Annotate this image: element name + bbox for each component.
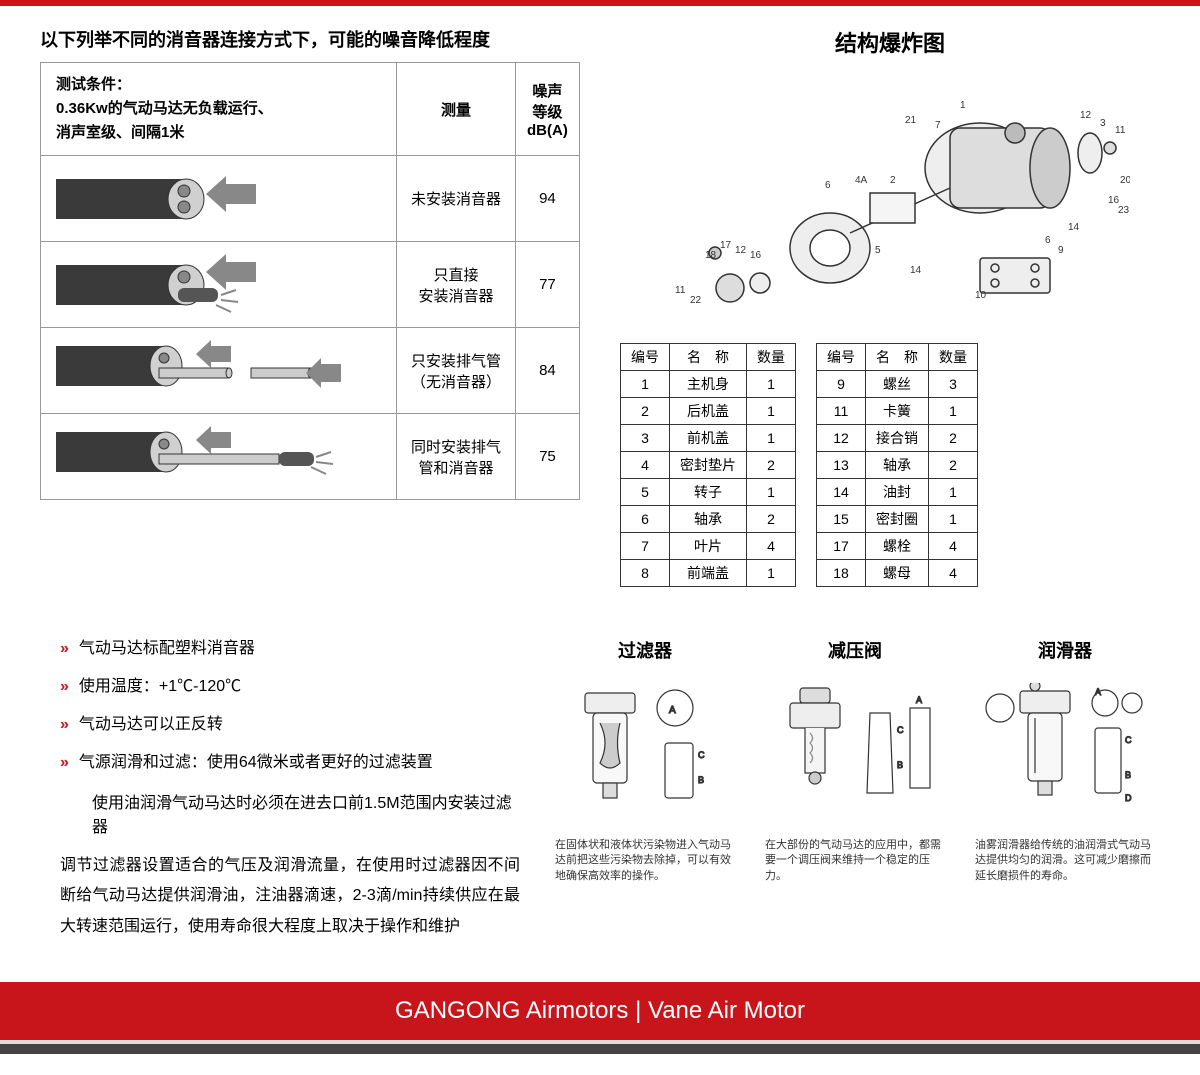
parts-row: 5转子1 [621,479,796,506]
footer-band: GANGONG Airmotors | Vane Air Motor [0,982,1200,1040]
svg-text:B: B [1125,770,1131,780]
svg-text:A: A [1095,687,1101,697]
parts-row: 14油封1 [817,479,978,506]
lubricator-diagram: A C B D [970,678,1160,828]
svg-text:A: A [669,705,676,716]
row1-label: 只直接 安装消音器 [397,242,516,328]
svg-text:2: 2 [890,175,896,186]
col-db: 噪声 等级 dB(A) [515,63,579,156]
noise-table: 测试条件： 0.36Kw的气动马达无负载运行、 消声室级、间隔1米 测量 噪声 … [40,62,580,500]
frl-regulator: 减压阀 C B A 在大部 [760,637,950,942]
svg-text:22: 22 [690,295,702,306]
bullet-icon: » [60,716,69,733]
svg-text:D: D [1125,793,1132,803]
silencer-img-1 [41,156,397,242]
silencer-img-3 [41,328,397,414]
svg-text:7: 7 [935,120,941,131]
parts-row: 9螺丝3 [817,371,978,398]
svg-text:A: A [916,695,922,705]
svg-text:17: 17 [720,240,732,251]
svg-text:B: B [698,775,704,785]
exploded-title: 结构爆炸图 [620,26,1160,58]
svg-text:6: 6 [1045,235,1051,246]
parts-row: 11卡簧1 [817,398,978,425]
svg-text:16: 16 [750,250,762,261]
row3-db: 75 [515,414,579,500]
svg-text:10: 10 [975,290,987,301]
svg-text:21: 21 [905,115,917,126]
frl-filter: 过滤器 A C B 在固体状和液体状污染物进入气动马 [550,637,740,942]
svg-text:6: 6 [825,180,831,191]
parts-row: 15密封圈1 [817,506,978,533]
svg-text:12: 12 [1080,110,1092,121]
parts-row: 1主机身1 [621,371,796,398]
footer-dark [0,1044,1200,1054]
exploded-section: 结构爆炸图 [620,26,1160,587]
parts-row: 17螺栓4 [817,533,978,560]
svg-text:11: 11 [675,285,686,296]
exploded-diagram: 1214A 6712 31120 162314 91014 56 112218 … [620,73,1160,333]
svg-text:14: 14 [910,265,922,276]
parts-row: 3前机盖1 [621,425,796,452]
sub-note: 使用油润滑气动马达时必须在进去口前1.5M范围内安装过滤器 [92,789,520,837]
bullet-icon: » [60,640,69,657]
parts-row: 12接合销2 [817,425,978,452]
regulator-diagram: C B A [760,678,950,828]
bullet-icon: » [60,754,69,771]
silencer-img-2 [41,242,397,328]
note-item: »使用温度：+1℃-120℃ [60,675,520,699]
conditions-header: 测试条件： 0.36Kw的气动马达无负载运行、 消声室级、间隔1米 [41,63,397,156]
svg-text:11: 11 [1115,125,1126,136]
col-measure: 测量 [397,63,516,156]
parts-table-right: 编号名 称数量 9螺丝311卡簧112接合销213轴承214油封115密封圈11… [816,343,978,587]
parts-row: 8前端盖1 [621,560,796,587]
svg-text:18: 18 [705,250,717,261]
svg-text:C: C [698,750,705,760]
svg-text:14: 14 [1068,222,1080,233]
note-item: »气源润滑和过滤：使用64微米或者更好的过滤装置 [60,751,520,775]
svg-text:4A: 4A [855,175,868,186]
svg-text:C: C [1125,735,1132,745]
noise-section: 以下列举不同的消音器连接方式下，可能的噪音降低程度 测试条件： 0.36Kw的气… [40,26,580,587]
bullet-icon: » [60,678,69,695]
svg-text:23: 23 [1118,205,1130,216]
notes-column: »气动马达标配塑料消音器 »使用温度：+1℃-120℃ »气动马达可以正反转 »气源润… [60,637,520,942]
svg-text:C: C [897,725,904,735]
note-item: »气动马达标配塑料消音器 [60,637,520,661]
main-upper-content: 以下列举不同的消音器连接方式下，可能的噪音降低程度 测试条件： 0.36Kw的气… [0,6,1200,617]
row0-label: 未安装消音器 [397,156,516,242]
parts-table-left: 编号名 称数量 1主机身12后机盖13前机盖14密封垫片25转子16轴承27叶片… [620,343,796,587]
parts-tables-wrap: 编号名 称数量 1主机身12后机盖13前机盖14密封垫片25转子16轴承27叶片… [620,343,1160,587]
svg-text:12: 12 [735,245,747,256]
svg-text:1: 1 [960,100,966,111]
row2-label: 只安装排气管 （无消音器） [397,328,516,414]
svg-text:B: B [897,760,903,770]
parts-row: 4密封垫片2 [621,452,796,479]
silencer-img-4 [41,414,397,500]
parts-row: 18螺母4 [817,560,978,587]
svg-text:3: 3 [1100,118,1106,129]
parts-row: 7叶片4 [621,533,796,560]
body-paragraph: 调节过滤器设置适合的气压及润滑流量，在使用时过滤器因不间断给气动马达提供润滑油，… [60,851,520,942]
frl-column: 过滤器 A C B 在固体状和液体状污染物进入气动马 [550,637,1160,942]
note-item: »气动马达可以正反转 [60,713,520,737]
lower-section: »气动马达标配塑料消音器 »使用温度：+1℃-120℃ »气动马达可以正反转 »气源润… [0,617,1200,982]
parts-row: 6轴承2 [621,506,796,533]
frl-lubricator: 润滑器 A C B [970,637,1160,942]
row1-db: 77 [515,242,579,328]
parts-row: 13轴承2 [817,452,978,479]
svg-text:9: 9 [1058,245,1064,256]
svg-text:20: 20 [1120,175,1130,186]
noise-title: 以下列举不同的消音器连接方式下，可能的噪音降低程度 [40,26,580,52]
parts-row: 2后机盖1 [621,398,796,425]
filter-diagram: A C B [550,678,740,828]
row2-db: 84 [515,328,579,414]
notes-list: »气动马达标配塑料消音器 »使用温度：+1℃-120℃ »气动马达可以正反转 »气源润… [60,637,520,775]
svg-text:5: 5 [875,245,881,256]
row0-db: 94 [515,156,579,242]
row3-label: 同时安装排气 管和消音器 [397,414,516,500]
